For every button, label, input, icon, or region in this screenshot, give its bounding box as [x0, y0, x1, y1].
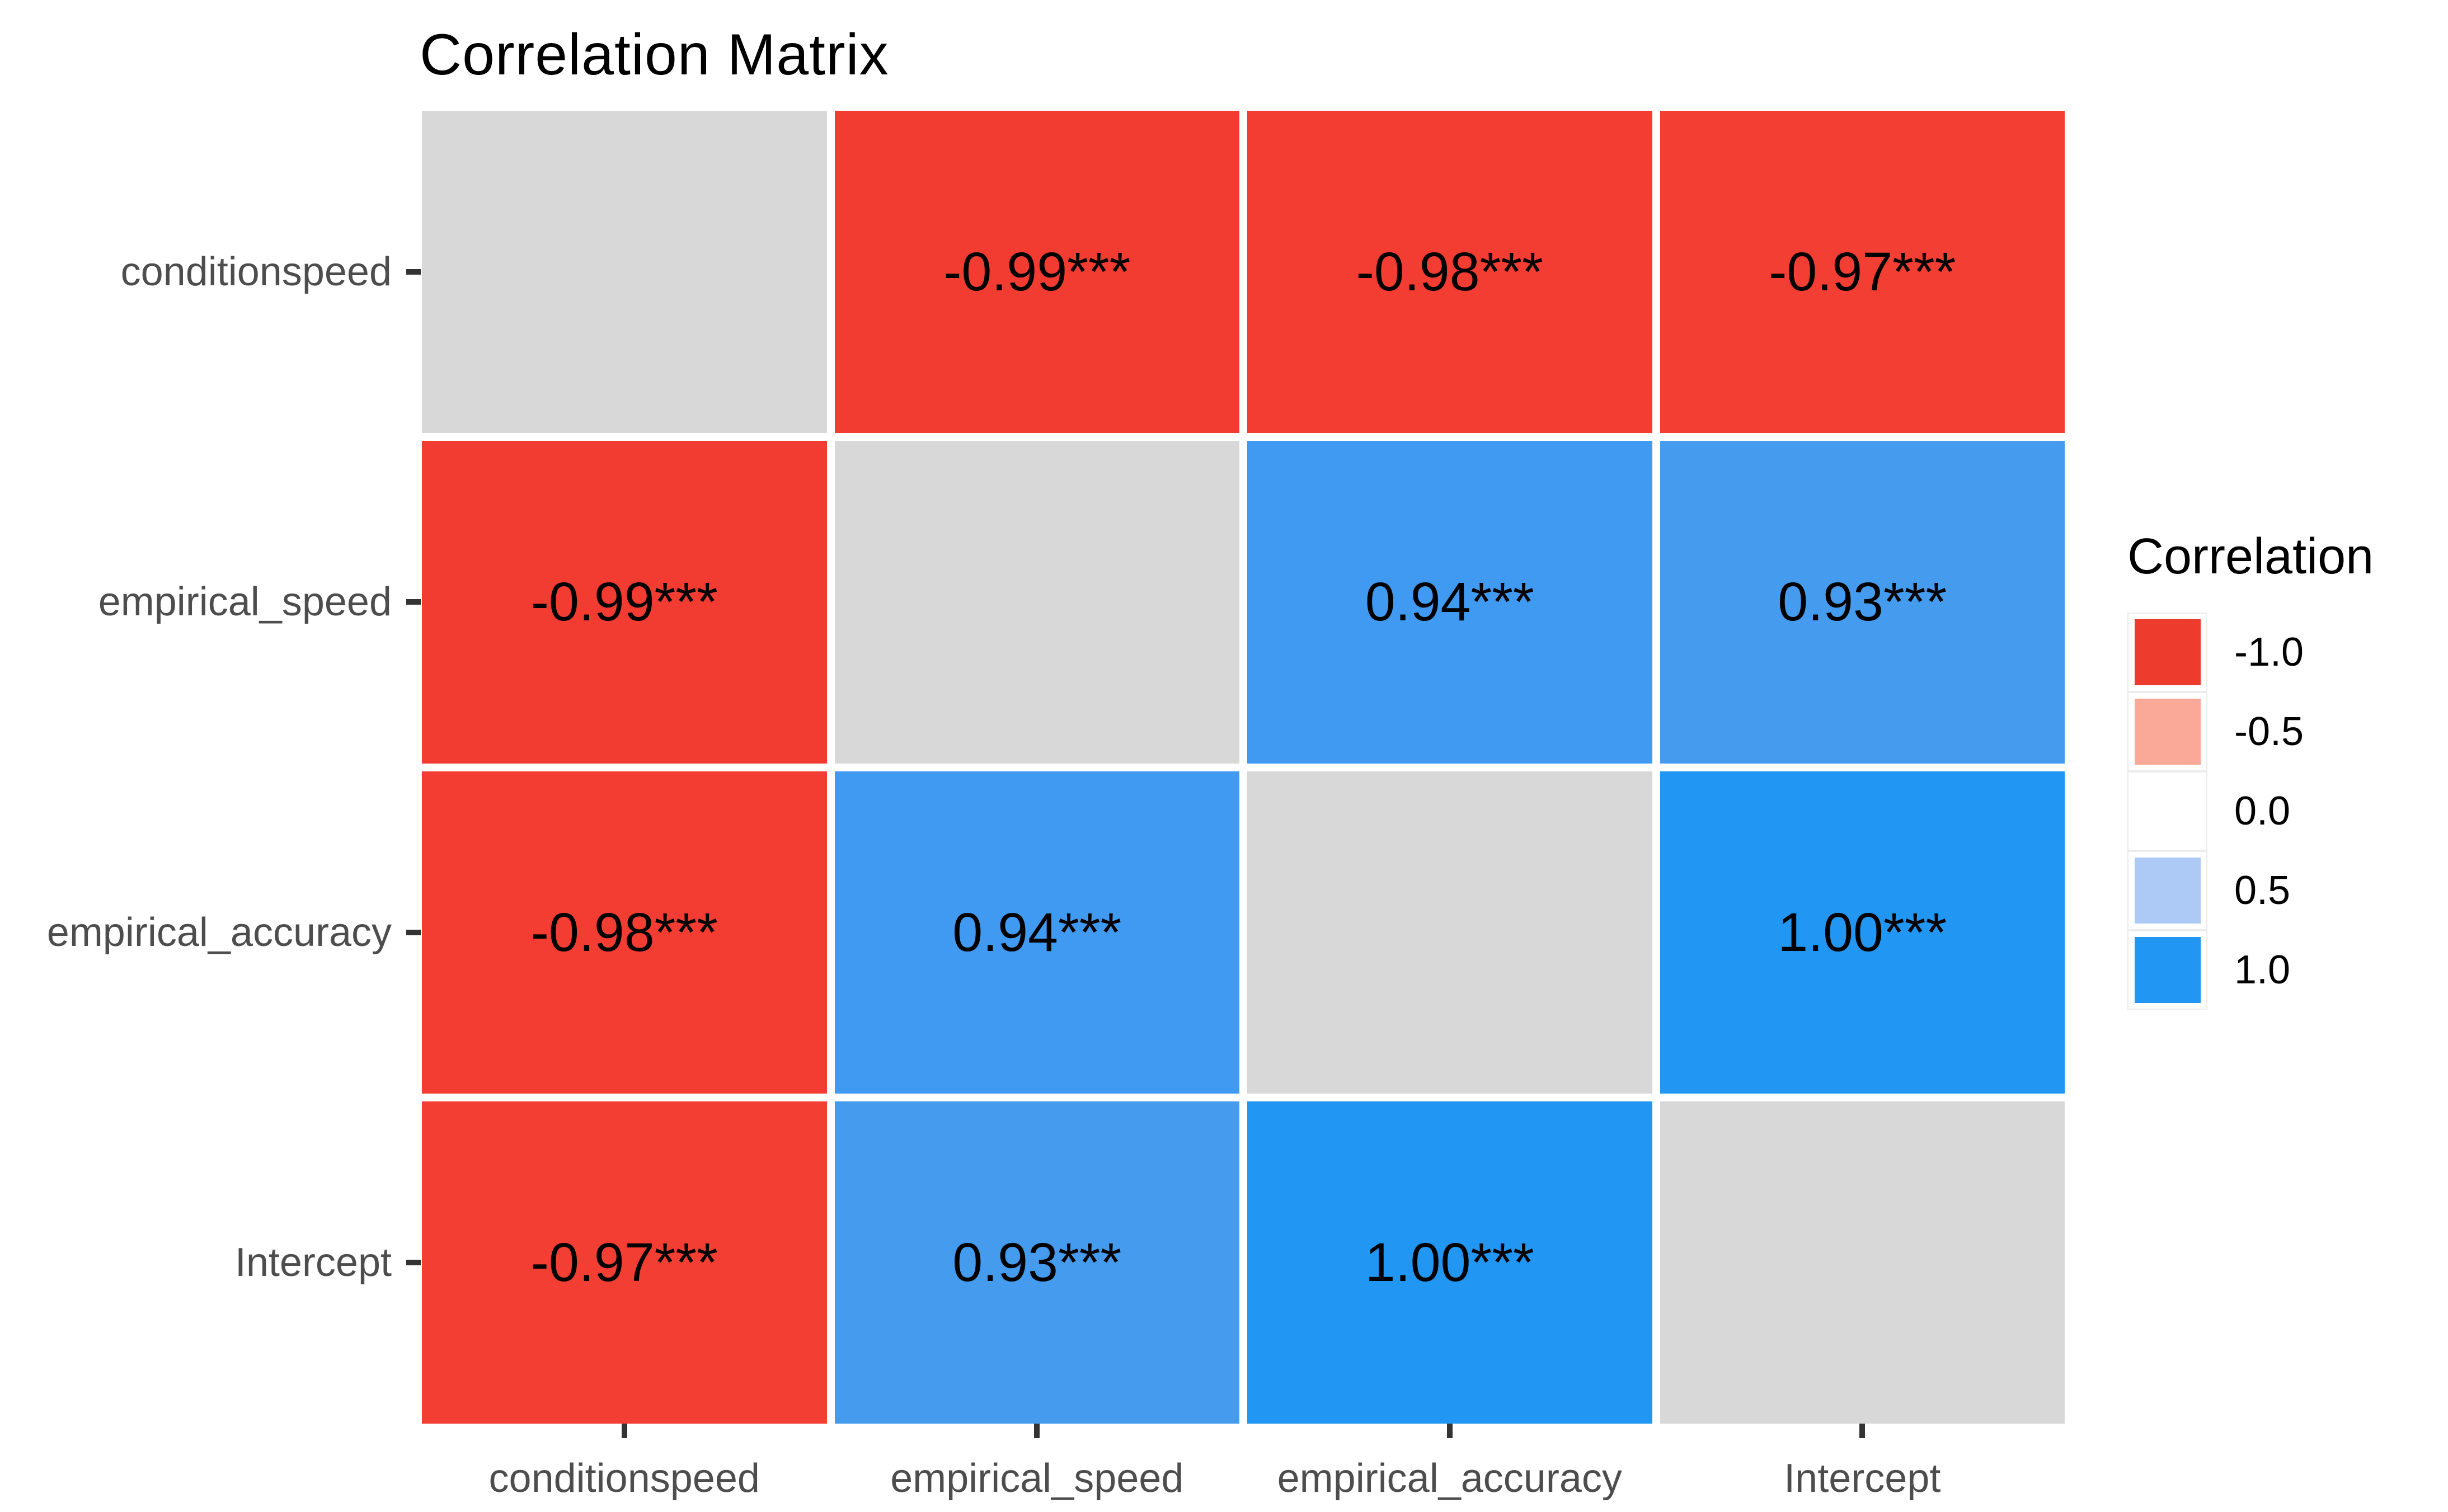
legend-key [2127, 930, 2207, 1010]
x-axis-label: empirical_speed [890, 1456, 1184, 1501]
legend-entry: 1.0 [2127, 930, 2441, 1010]
matrix-cell: 0.93*** [834, 1101, 1239, 1424]
heatmap-grid: -0.99*** -0.98*** -0.97*** -0.99*** 0.94*** 0… [422, 111, 2065, 1424]
legend-key [2127, 692, 2207, 771]
legend-label: 0.5 [2234, 868, 2291, 913]
matrix-cell-diagonal [1660, 1101, 2065, 1424]
legend-key [2127, 613, 2207, 692]
x-axis-label: conditionspeed [488, 1456, 760, 1501]
legend: Correlation -1.0 -0.5 0.0 0.5 1.0 [2127, 526, 2441, 1010]
chart-title: Correlation Matrix [420, 22, 889, 87]
matrix-cell: 0.94*** [1247, 441, 1652, 764]
legend-key [2127, 851, 2207, 930]
cell-value: 0.93*** [1778, 571, 1947, 633]
legend-swatch [2134, 778, 2201, 844]
legend-title: Correlation [2127, 529, 2374, 585]
y-axis-tick [406, 599, 421, 605]
x-axis-tick [1446, 1424, 1453, 1438]
legend-entry: 0.5 [2127, 851, 2441, 930]
legend-swatch [2134, 699, 2201, 765]
x-axis-tick [1859, 1424, 1866, 1438]
matrix-cell: -0.97*** [422, 1101, 827, 1424]
matrix-cell: 0.94*** [834, 771, 1239, 1094]
matrix-cell-diagonal [422, 111, 827, 434]
y-axis-label: empirical_speed [98, 580, 392, 625]
matrix-cell-diagonal [1247, 771, 1652, 1094]
x-axis-label: Intercept [1784, 1456, 1941, 1501]
legend-label: 0.0 [2234, 789, 2291, 833]
y-axis-label: empirical_accuracy [46, 910, 392, 955]
x-axis-tick [1034, 1424, 1040, 1438]
matrix-cell: -0.99*** [834, 111, 1239, 434]
y-axis-label: conditionspeed [120, 249, 392, 295]
legend-swatch [2134, 937, 2201, 1003]
matrix-cell-diagonal [834, 441, 1239, 764]
legend-swatch [2134, 858, 2201, 924]
y-axis-tick [406, 929, 421, 935]
cell-value: -0.97*** [1769, 241, 1956, 303]
legend-label: -1.0 [2234, 630, 2304, 675]
matrix-cell: -0.97*** [1660, 111, 2065, 434]
cell-value: 1.00*** [1778, 901, 1947, 963]
cell-value: 0.94*** [1365, 571, 1534, 633]
legend-keys: -1.0 -0.5 0.0 0.5 1.0 [2127, 613, 2441, 1010]
cell-value: -0.98*** [530, 901, 718, 963]
cell-value: -0.98*** [1356, 241, 1543, 303]
cell-value: 0.94*** [952, 901, 1122, 963]
matrix-cell: -0.98*** [1247, 111, 1652, 434]
legend-label: -0.5 [2234, 709, 2304, 754]
y-axis-label: Intercept [234, 1240, 392, 1285]
legend-key [2127, 771, 2207, 851]
legend-entry: -1.0 [2127, 613, 2441, 692]
y-axis-tick [406, 269, 421, 275]
matrix-cell: -0.98*** [422, 771, 827, 1094]
matrix-cell: 1.00*** [1660, 771, 2065, 1094]
matrix-cell: 1.00*** [1247, 1101, 1652, 1424]
cell-value: -0.97*** [530, 1231, 718, 1293]
legend-swatch [2134, 619, 2201, 685]
x-axis-label: empirical_accuracy [1277, 1456, 1622, 1501]
legend-entry: 0.0 [2127, 771, 2441, 851]
cell-value: -0.99*** [943, 241, 1131, 303]
cell-value: 1.00*** [1365, 1231, 1534, 1293]
x-axis-tick [621, 1424, 627, 1438]
cell-value: 0.93*** [952, 1231, 1122, 1293]
matrix-cell: 0.93*** [1660, 441, 2065, 764]
legend-label: 1.0 [2234, 948, 2291, 992]
cell-value: -0.99*** [530, 571, 718, 633]
matrix-cell: -0.99*** [422, 441, 827, 764]
legend-entry: -0.5 [2127, 692, 2441, 771]
y-axis-tick [406, 1259, 421, 1265]
